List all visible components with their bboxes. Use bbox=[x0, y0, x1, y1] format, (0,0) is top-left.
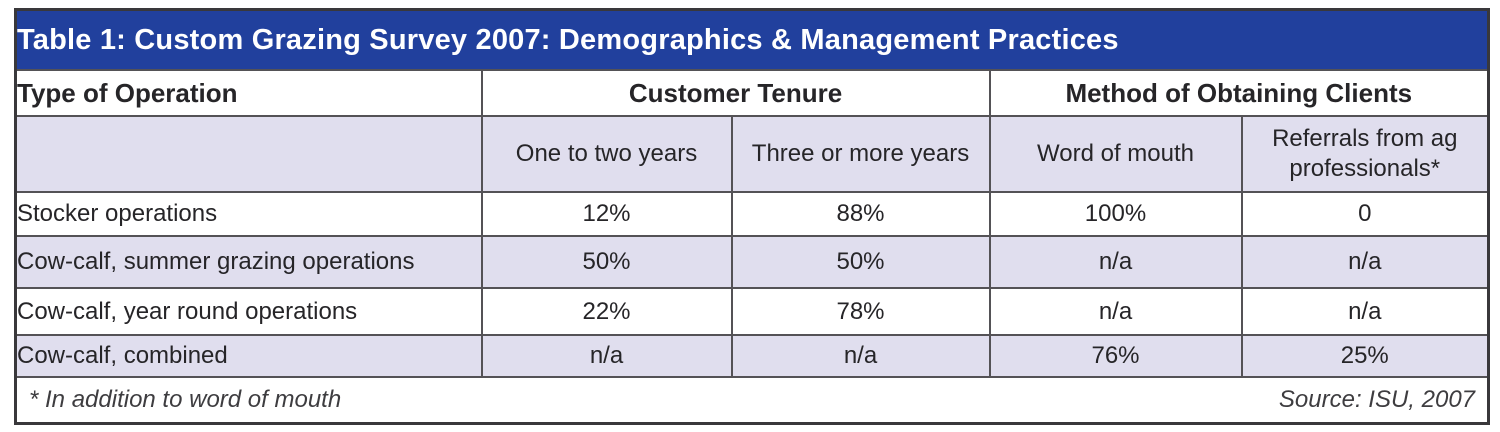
cell-value: n/a bbox=[730, 334, 991, 378]
cell-value: 50% bbox=[730, 235, 991, 289]
table-row-cow-calf-combined: Cow-calf, combined n/a n/a 76% 25% bbox=[14, 334, 1490, 378]
table-row-cow-calf-summer-grazing: Cow-calf, summer grazing operations 50% … bbox=[14, 235, 1490, 289]
footnote: * In addition to word of mouth bbox=[29, 386, 342, 413]
cell-value: 76% bbox=[988, 334, 1243, 378]
col-header-method-of-obtaining-clients: Method of Obtaining Clients bbox=[988, 69, 1490, 117]
col-header-customer-tenure: Customer Tenure bbox=[480, 69, 991, 117]
cell-value: 12% bbox=[480, 191, 733, 237]
cell-value: 22% bbox=[480, 287, 733, 336]
cell-value: n/a bbox=[1240, 235, 1490, 289]
source-credit: Source: ISU, 2007 bbox=[1278, 386, 1476, 413]
col-header-type-of-operation: Type of Operation bbox=[14, 69, 483, 117]
cell-value: n/a bbox=[480, 334, 733, 378]
cell-value: n/a bbox=[1240, 287, 1490, 336]
subheader-empty-cell bbox=[14, 115, 483, 193]
group-header-row: Type of Operation Customer Tenure Method… bbox=[14, 69, 1490, 117]
table-row-cow-calf-year-round: Cow-calf, year round operations 22% 78% … bbox=[14, 287, 1490, 336]
subcol-header-referrals-from-ag-professionals: Referrals from ag professionals* bbox=[1240, 115, 1490, 193]
cell-value: 50% bbox=[480, 235, 733, 289]
cell-value: 0 bbox=[1240, 191, 1490, 237]
cell-value: 78% bbox=[730, 287, 991, 336]
row-label: Stocker operations bbox=[14, 191, 483, 237]
subcol-header-one-to-two-years: One to two years bbox=[480, 115, 733, 193]
cell-value: 88% bbox=[730, 191, 991, 237]
row-label: Cow-calf, summer grazing operations bbox=[14, 235, 483, 289]
row-label: Cow-calf, year round operations bbox=[14, 287, 483, 336]
subcol-header-three-or-more-years: Three or more years bbox=[730, 115, 991, 193]
cell-value: 100% bbox=[988, 191, 1243, 237]
sub-header-row: One to two years Three or more years Wor… bbox=[14, 115, 1490, 193]
custom-grazing-survey-table: Table 1: Custom Grazing Survey 2007: Dem… bbox=[14, 8, 1491, 425]
table-row-stocker-operations: Stocker operations 12% 88% 100% 0 bbox=[14, 191, 1490, 237]
cell-value: 25% bbox=[1240, 334, 1490, 378]
title-row: Table 1: Custom Grazing Survey 2007: Dem… bbox=[14, 8, 1490, 71]
subcol-header-word-of-mouth: Word of mouth bbox=[988, 115, 1243, 193]
footer-cell: * In addition to word of mouth Source: I… bbox=[14, 376, 1490, 425]
table-title: Table 1: Custom Grazing Survey 2007: Dem… bbox=[14, 8, 1490, 71]
cell-value: n/a bbox=[988, 235, 1243, 289]
row-label: Cow-calf, combined bbox=[14, 334, 483, 378]
footer-row: * In addition to word of mouth Source: I… bbox=[14, 376, 1490, 425]
footer-content: * In addition to word of mouth Source: I… bbox=[18, 379, 1487, 422]
cell-value: n/a bbox=[988, 287, 1243, 336]
